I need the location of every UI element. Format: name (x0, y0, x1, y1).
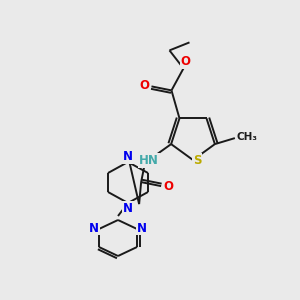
Text: N: N (123, 202, 133, 214)
Text: S: S (193, 154, 201, 166)
Text: O: O (181, 55, 190, 68)
Text: O: O (140, 79, 149, 92)
Text: N: N (137, 221, 147, 235)
Text: CH₃: CH₃ (236, 132, 257, 142)
Text: N: N (89, 221, 99, 235)
Text: O: O (163, 180, 173, 193)
Text: HN: HN (139, 154, 159, 166)
Text: N: N (123, 151, 133, 164)
